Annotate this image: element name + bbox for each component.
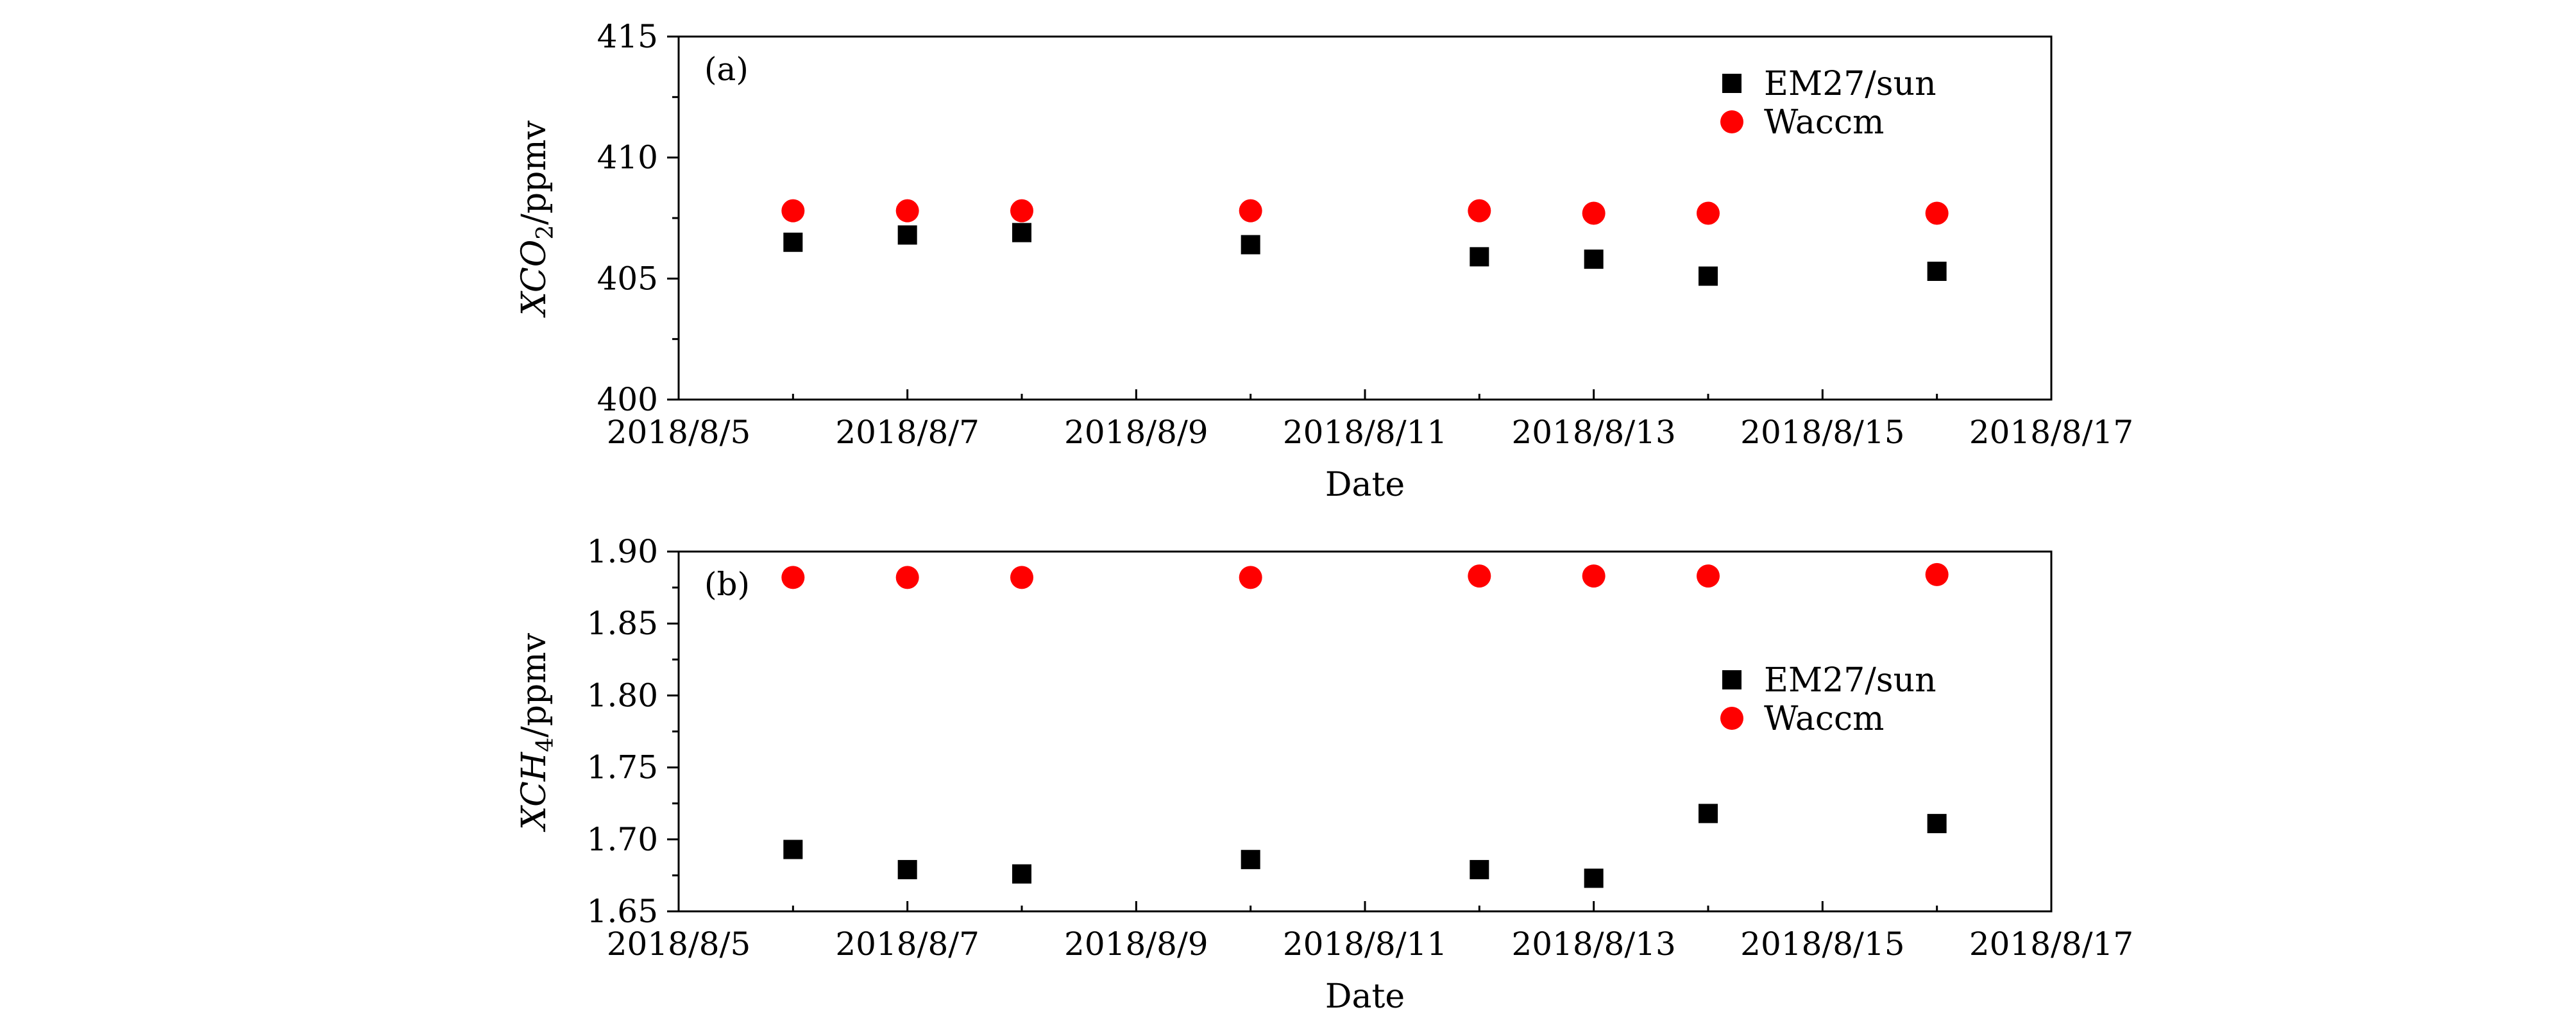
data-point-square bbox=[1584, 868, 1604, 888]
x-axis-title: Date bbox=[1325, 977, 1405, 1016]
data-point-circle bbox=[1239, 199, 1262, 223]
legend-marker-square bbox=[1722, 670, 1741, 689]
y-axis-title-main: XCH bbox=[515, 751, 554, 832]
y-tick-label: 1.90 bbox=[587, 533, 658, 570]
y-tick-label: 410 bbox=[597, 139, 658, 176]
data-point-circle bbox=[1010, 566, 1033, 589]
data-point-circle bbox=[1468, 199, 1491, 223]
data-point-circle bbox=[781, 199, 805, 223]
y-axis-title: XCO2/ppmv bbox=[515, 120, 559, 318]
data-point-square bbox=[1012, 864, 1031, 884]
data-point-square bbox=[1241, 235, 1260, 255]
data-point-circle bbox=[1925, 562, 1949, 586]
legend-marker-circle bbox=[1720, 110, 1743, 133]
y-axis-title: XCH4/ppmv bbox=[515, 632, 559, 832]
legend-marker-square bbox=[1722, 74, 1741, 93]
y-tick-label: 1.70 bbox=[587, 821, 658, 858]
data-point-circle bbox=[1582, 201, 1606, 225]
data-point-circle bbox=[895, 199, 919, 223]
panel-label: (b) bbox=[704, 566, 750, 603]
data-point-square bbox=[1012, 223, 1031, 242]
data-point-square bbox=[897, 225, 917, 245]
y-tick-label: 400 bbox=[597, 381, 658, 418]
x-tick-label: 2018/8/11 bbox=[1283, 414, 1447, 451]
y-axis-title-unit: /ppmv bbox=[515, 120, 554, 224]
y-axis-title-subscript: 4 bbox=[532, 738, 559, 752]
y-tick-label: 1.80 bbox=[587, 677, 658, 714]
y-tick-label: 1.65 bbox=[587, 893, 658, 930]
x-tick-label: 2018/8/7 bbox=[835, 925, 979, 963]
data-point-circle bbox=[1239, 566, 1262, 589]
x-tick-label: 2018/8/17 bbox=[1969, 414, 2133, 451]
y-tick-label: 415 bbox=[597, 18, 658, 55]
chart-panel-b: 2018/8/5 2018/8/7 2018/8/9 2018/8/11 2018/8/… bbox=[515, 533, 2133, 1016]
legend-label: Waccm bbox=[1764, 103, 1884, 142]
y-tick-label: 1.85 bbox=[587, 605, 658, 642]
data-point-square bbox=[1241, 850, 1260, 870]
data-point-circle bbox=[1697, 201, 1720, 225]
legend-label: EM27/sun bbox=[1764, 65, 1936, 103]
legend-label: Waccm bbox=[1764, 700, 1884, 738]
data-point-circle bbox=[1010, 199, 1033, 223]
data-point-circle bbox=[1697, 564, 1720, 588]
data-point-circle bbox=[781, 566, 805, 589]
legend-label: EM27/sun bbox=[1764, 661, 1936, 700]
data-point-circle bbox=[895, 566, 919, 589]
x-tick-label: 2018/8/5 bbox=[607, 414, 751, 451]
y-tick-label: 405 bbox=[597, 260, 658, 297]
x-tick-label: 2018/8/13 bbox=[1511, 414, 1675, 451]
data-point-square bbox=[1470, 859, 1489, 879]
y-tick-label: 1.75 bbox=[587, 749, 658, 786]
series-em27-sun bbox=[783, 804, 1947, 888]
series-waccm bbox=[781, 562, 1949, 589]
legend-marker-circle bbox=[1720, 707, 1743, 730]
x-tick-label: 2018/8/11 bbox=[1283, 925, 1447, 963]
x-tick-label: 2018/8/17 bbox=[1969, 925, 2133, 963]
data-point-square bbox=[1699, 266, 1718, 286]
chart-panel-a: 2018/8/5 2018/8/7 2018/8/9 2018/8/11 2018/8/… bbox=[515, 18, 2133, 504]
data-point-square bbox=[783, 232, 803, 252]
y-axis-title-main: XCO bbox=[515, 240, 554, 319]
data-point-square bbox=[1699, 804, 1718, 823]
data-point-square bbox=[1927, 814, 1947, 834]
data-point-circle bbox=[1468, 564, 1491, 588]
data-point-circle bbox=[1925, 201, 1949, 225]
x-tick-label: 2018/8/15 bbox=[1740, 925, 1904, 963]
data-point-circle bbox=[1582, 564, 1606, 588]
x-axis-title: Date bbox=[1325, 466, 1405, 504]
y-axis-title-unit: /ppmv bbox=[515, 632, 554, 737]
x-tick-label: 2018/8/9 bbox=[1064, 414, 1208, 451]
data-point-square bbox=[783, 840, 803, 859]
data-point-square bbox=[1470, 247, 1489, 267]
x-tick-label: 2018/8/15 bbox=[1740, 414, 1904, 451]
x-tick-label: 2018/8/7 bbox=[835, 414, 979, 451]
x-tick-label: 2018/8/5 bbox=[607, 925, 751, 963]
panel-label: (a) bbox=[704, 51, 749, 88]
data-point-square bbox=[1927, 262, 1947, 282]
data-point-square bbox=[897, 859, 917, 879]
x-tick-label: 2018/8/9 bbox=[1064, 925, 1208, 963]
series-em27-sun bbox=[783, 223, 1947, 286]
series-waccm bbox=[781, 199, 1949, 225]
data-point-square bbox=[1584, 249, 1604, 269]
y-axis-title-subscript: 2 bbox=[532, 225, 559, 240]
x-tick-label: 2018/8/13 bbox=[1511, 925, 1675, 963]
